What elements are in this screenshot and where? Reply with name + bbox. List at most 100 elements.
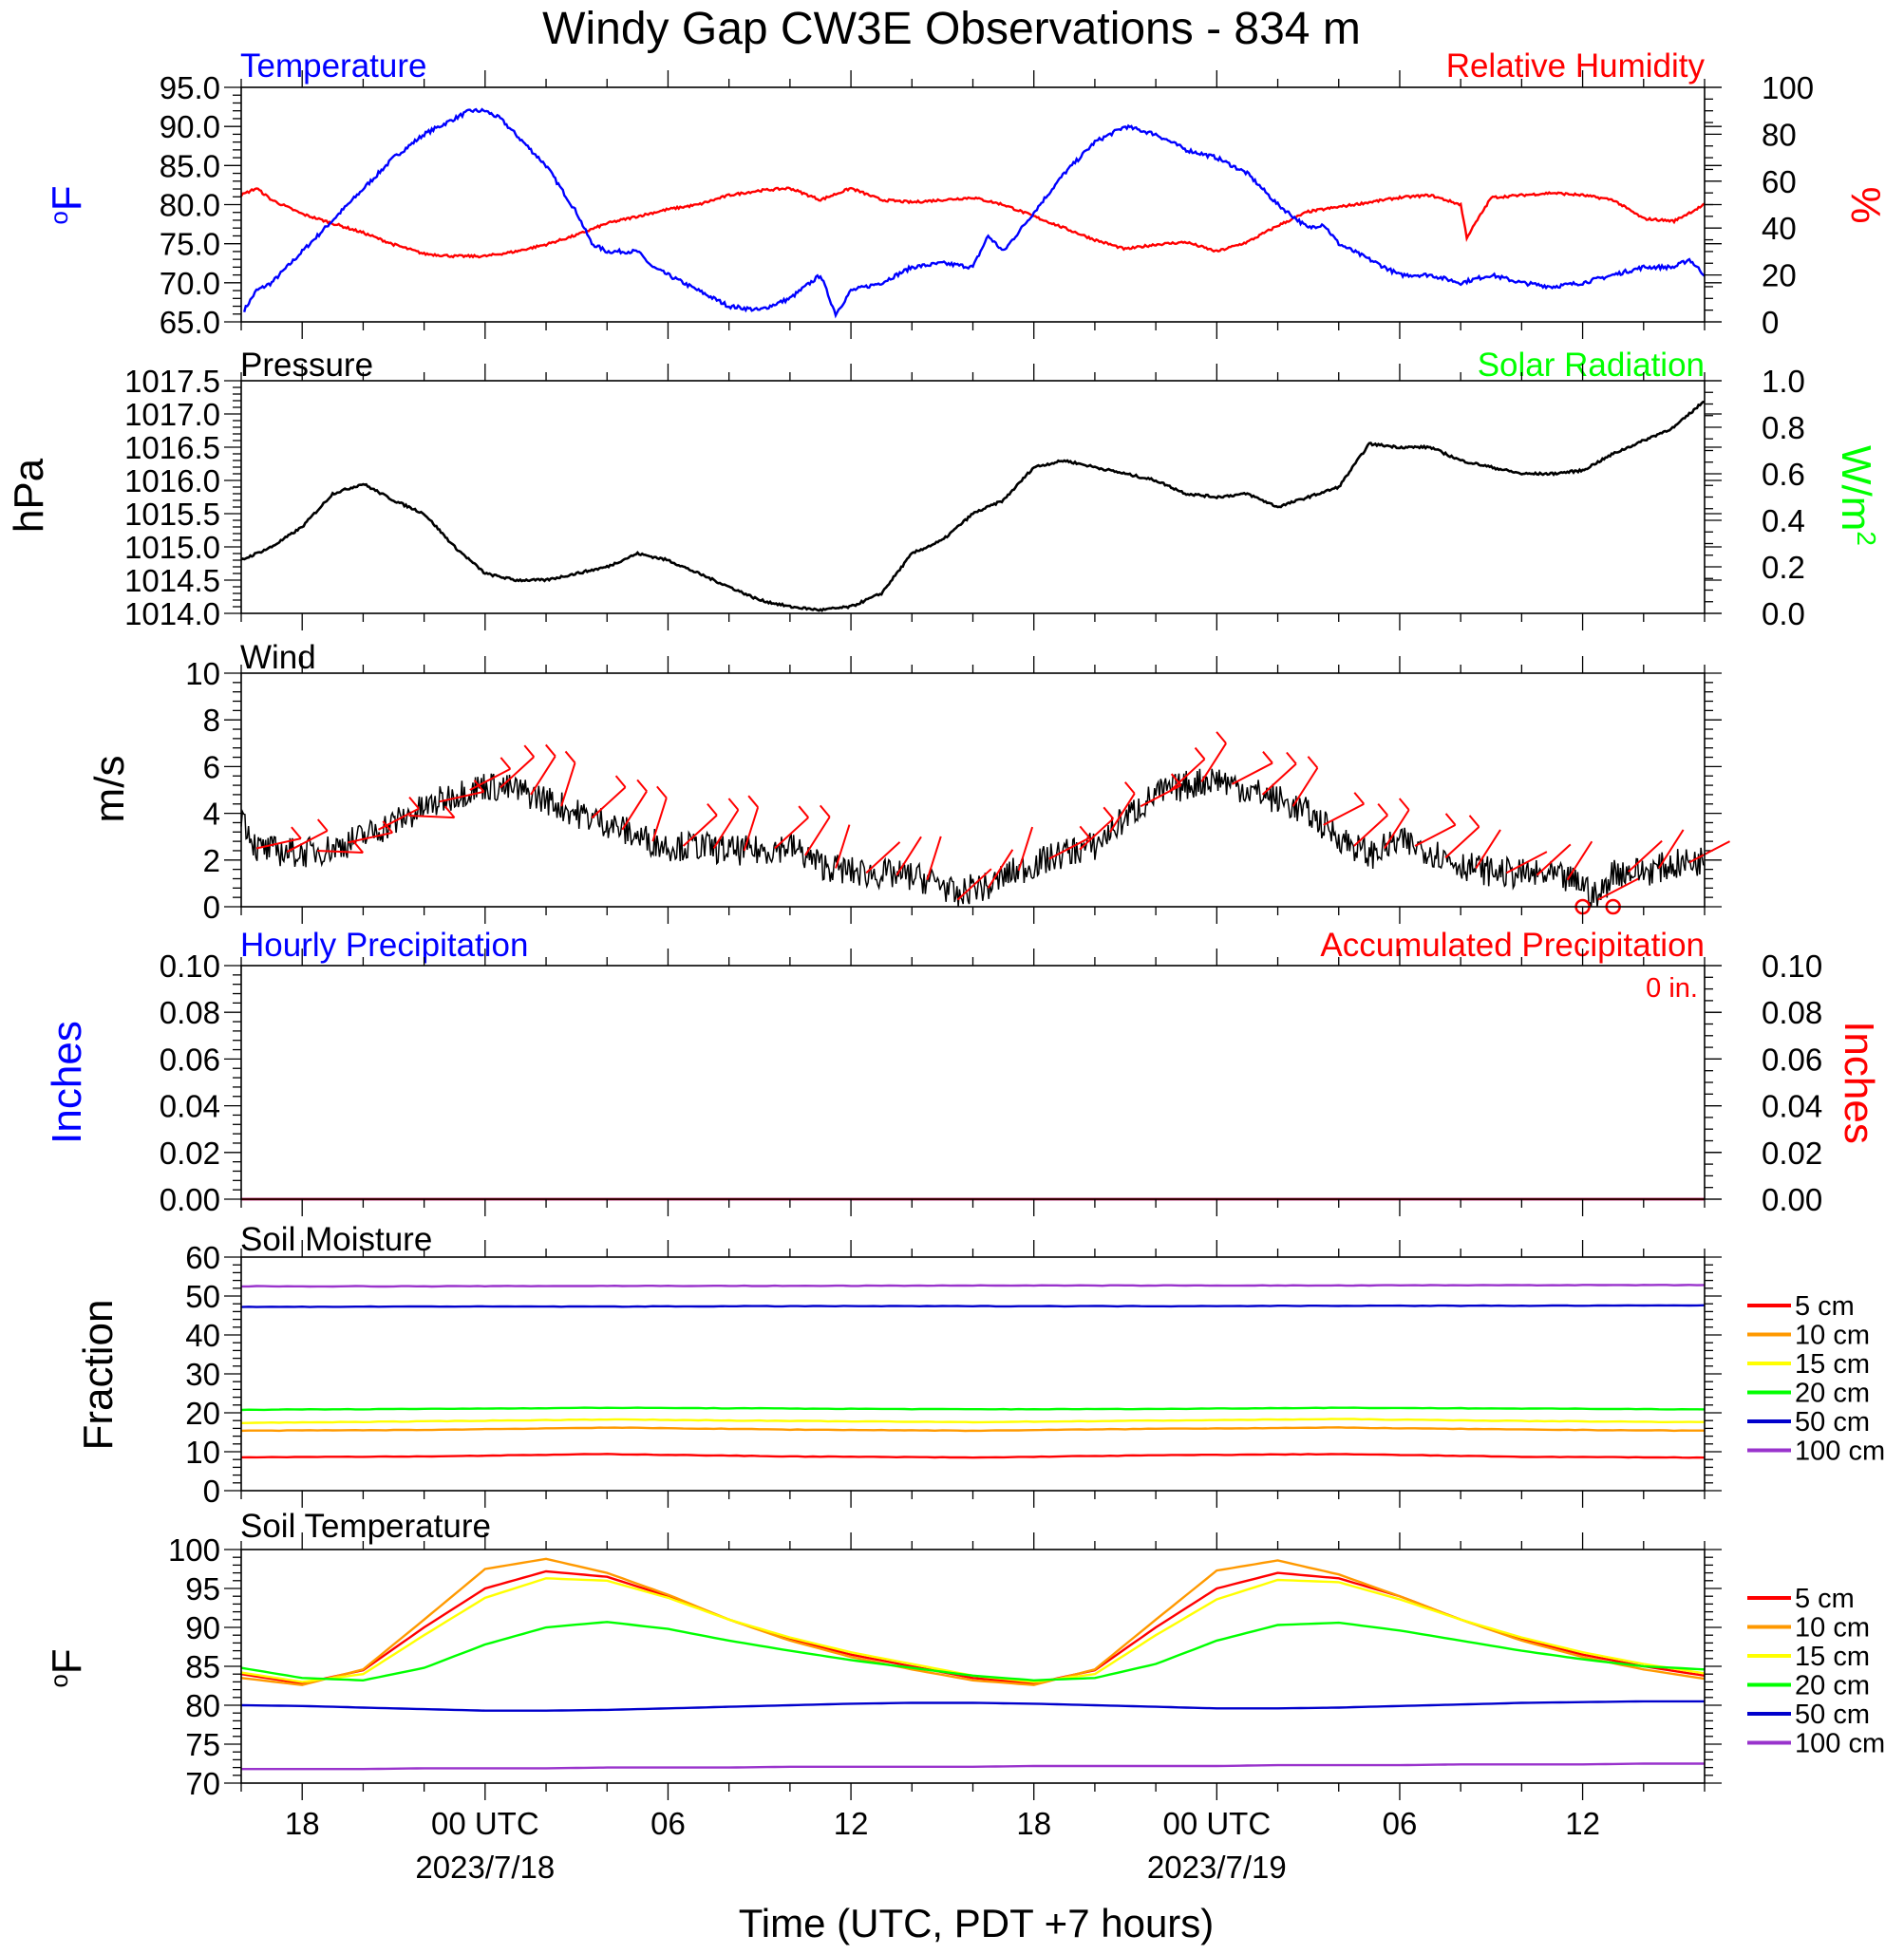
wind-barb <box>895 836 922 876</box>
wind-barb-flag <box>291 826 302 839</box>
wind-barb-flag <box>614 775 627 788</box>
wind-barb <box>1200 742 1227 782</box>
wind-barbs <box>255 731 1730 915</box>
y-right-tick-label: 100 <box>1762 70 1814 105</box>
wind-barb-flag <box>656 785 668 799</box>
y-right-tick-label: 60 <box>1762 164 1797 199</box>
y-tick-label: 80 <box>185 1688 220 1723</box>
accum-precip-title: Accumulated Precipitation <box>1320 927 1705 964</box>
solar-axis-label: W/m2 <box>1833 445 1881 546</box>
humidity-axis-label: % <box>1842 186 1889 223</box>
wind-barb <box>1079 817 1114 851</box>
hourly-precip-y-ticks: 0.00 0.02 0.04 0.06 0.08 0.10 <box>160 949 1722 1217</box>
solar-title: Solar Radiation <box>1478 347 1705 384</box>
x-tick-label: 06 <box>1383 1806 1418 1841</box>
y-tick-label: 20 <box>185 1396 220 1431</box>
y-tick-label: 40 <box>185 1318 220 1353</box>
wind-barb-flag <box>408 797 420 810</box>
panel-frame <box>240 1549 1706 1784</box>
wind-panel: Wind m/s 0 2 4 6 8 10 <box>86 639 1730 925</box>
soil-moisture-axis-label: Fraction <box>75 1300 122 1451</box>
x-tick-label: 00 UTC <box>431 1806 539 1841</box>
legend-label: 50 cm <box>1795 1407 1870 1437</box>
wind-barb <box>408 815 455 819</box>
wind-barb-flag <box>707 802 718 817</box>
y-right-tick-label: 0.10 <box>1762 949 1822 984</box>
wind-barb <box>1444 826 1480 859</box>
wind-barb <box>682 814 718 847</box>
humidity-title: Relative Humidity <box>1446 47 1706 85</box>
wind-barb <box>1384 809 1410 850</box>
soil-temperature-lines <box>240 1557 1706 1771</box>
wind-barb-flag <box>1079 825 1091 839</box>
x-tick-label: 12 <box>834 1806 869 1841</box>
pressure-panel: Pressure Solar Radiation hPa W/m2 1014.0… <box>6 347 1881 631</box>
y-tick-label: 100 <box>168 1532 220 1568</box>
wind-barb-flag <box>1468 815 1480 828</box>
wind-barb-flag <box>1398 798 1410 811</box>
y-tick-label: 0.10 <box>160 949 220 984</box>
soil-series-line <box>240 1621 1706 1682</box>
wind-barb <box>1323 802 1365 826</box>
wind-barb <box>1566 840 1593 881</box>
wind-barb-flag <box>1103 806 1115 819</box>
y-tick-label: 0 <box>203 890 220 925</box>
wind-barb <box>560 762 576 807</box>
soil-series-line <box>240 1577 1706 1683</box>
pressure-line <box>240 400 1706 612</box>
y-tick-label: 8 <box>203 703 220 738</box>
wind-barb <box>500 756 535 789</box>
humidity-line <box>239 186 1706 259</box>
legend-label: 20 cm <box>1795 1671 1870 1701</box>
y-right-tick-label: 0.0 <box>1762 596 1805 631</box>
y-tick-label: 60 <box>185 1240 220 1275</box>
y-tick-label: 85 <box>185 1649 220 1684</box>
y-tick-label: 4 <box>203 797 220 832</box>
y-tick-label: 1017.5 <box>124 364 220 399</box>
wind-barb-flag <box>316 818 329 832</box>
wind-speed-line <box>240 768 1706 908</box>
y-tick-label: 10 <box>185 656 220 691</box>
legend-label: 5 cm <box>1795 1584 1855 1614</box>
y-tick-label: 80.0 <box>160 188 220 223</box>
wind-barb <box>1109 793 1136 833</box>
wind-barb <box>378 807 420 831</box>
wind-barb <box>835 824 851 869</box>
x-tick-label: 12 <box>1565 1806 1600 1841</box>
y-tick-label: 95.0 <box>160 70 220 105</box>
accum-precip-total: 0 in. <box>1646 973 1698 1004</box>
wind-barb <box>1140 784 1182 808</box>
legend-label: 100 cm <box>1795 1437 1885 1467</box>
wind-barb-flag <box>1307 756 1319 769</box>
y-tick-label: 0.08 <box>160 995 220 1030</box>
soil-series-line <box>240 1426 1705 1433</box>
wind-barb-flag <box>1444 813 1457 826</box>
y-right-tick-label: 0.06 <box>1762 1042 1822 1077</box>
y-tick-label: 1017.0 <box>124 397 220 432</box>
legend-label: 20 cm <box>1795 1379 1870 1409</box>
wind-barb-flag <box>1353 792 1366 805</box>
wind-barb-flag <box>523 744 536 758</box>
y-tick-label: 30 <box>185 1357 220 1392</box>
y-right-tick-label: 0.02 <box>1762 1136 1822 1171</box>
accum-precip-axis-label: Inches <box>1836 1021 1882 1144</box>
temperature-humidity-panel: Temperature Relative Humidity oF % 65.0 7… <box>44 47 1889 340</box>
x-tick-date: 2023/7/19 <box>1147 1850 1287 1885</box>
wind-barb <box>1505 851 1548 874</box>
soil-series-line <box>240 1700 1705 1712</box>
y-right-tick-label: 0.2 <box>1762 550 1805 585</box>
panel-frame <box>240 965 1706 1200</box>
temperature-line <box>243 107 1706 319</box>
soil-temperature-title: Soil Temperature <box>240 1508 491 1545</box>
wind-barb <box>530 755 556 796</box>
wind-barb-flag <box>798 805 809 818</box>
wind-barb-flag <box>1123 781 1136 795</box>
pressure-y-ticks: 1014.01014.51015.01015.51016.01016.51017… <box>124 364 1722 631</box>
wind-barb <box>1291 767 1319 807</box>
wind-barb <box>1353 814 1388 847</box>
x-tick-label: 18 <box>285 1806 320 1841</box>
y-right-tick-label: 0.6 <box>1762 457 1805 492</box>
